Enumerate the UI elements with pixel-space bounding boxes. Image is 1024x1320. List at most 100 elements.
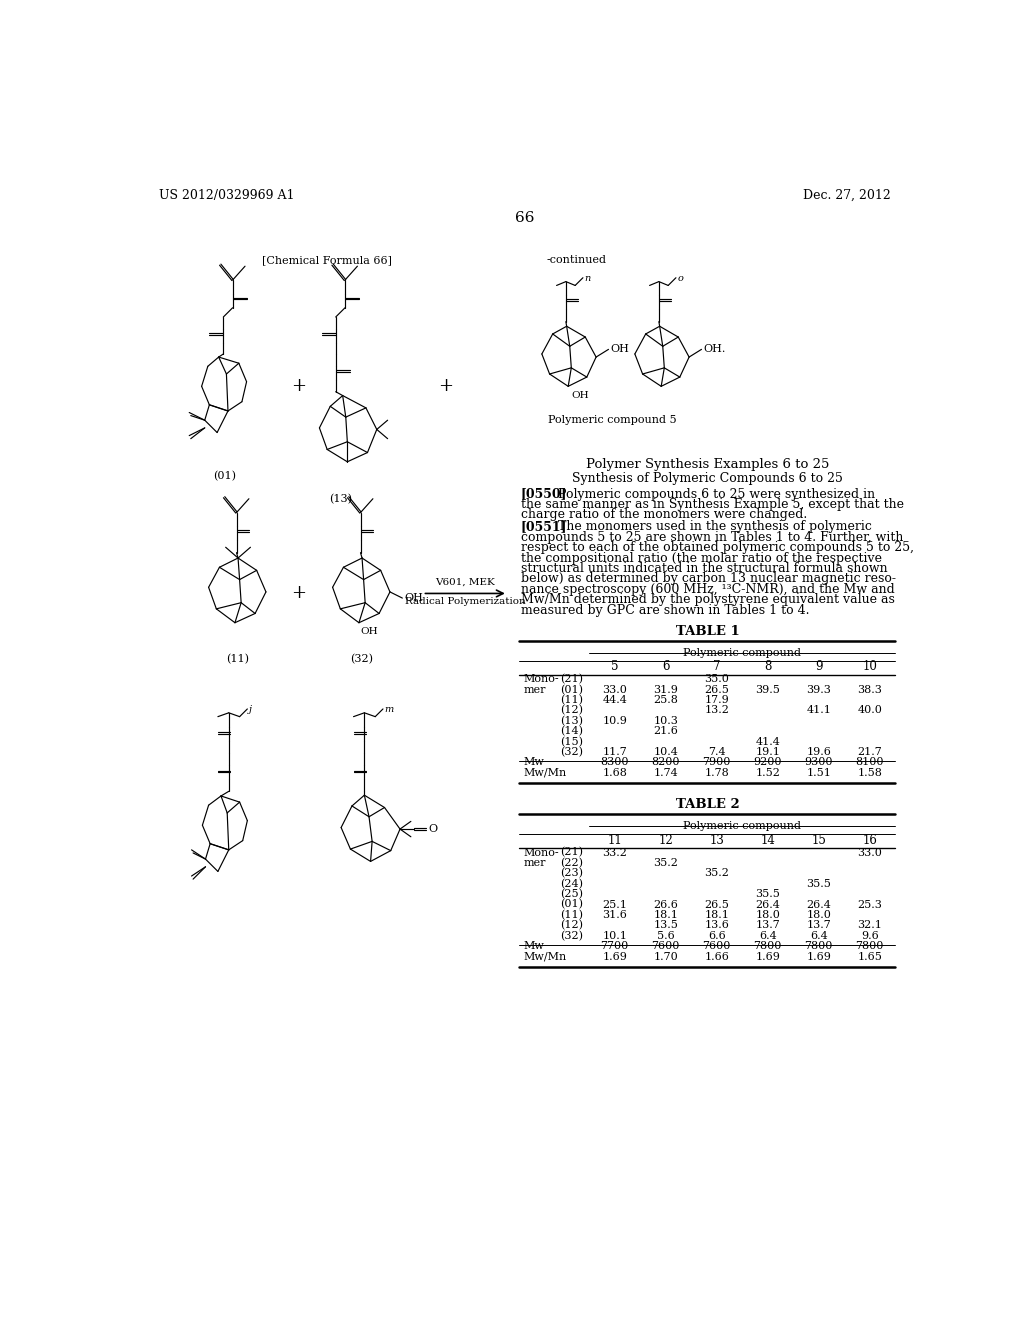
Text: nance spectroscopy (600 MHz, ¹³C-NMR), and the Mw and: nance spectroscopy (600 MHz, ¹³C-NMR), a… — [521, 582, 895, 595]
Text: 13.7: 13.7 — [806, 920, 831, 931]
Text: 35.2: 35.2 — [705, 869, 729, 878]
Text: respect to each of the obtained polymeric compounds 5 to 25,: respect to each of the obtained polymeri… — [521, 541, 914, 554]
Text: (21): (21) — [560, 675, 583, 685]
Text: The monomers used in the synthesis of polymeric: The monomers used in the synthesis of po… — [558, 520, 872, 533]
Text: 1.58: 1.58 — [857, 768, 883, 777]
Text: 26.5: 26.5 — [705, 899, 729, 909]
Text: 1.66: 1.66 — [705, 952, 729, 961]
Text: (15): (15) — [560, 737, 583, 747]
Text: j: j — [249, 705, 252, 714]
Text: V601, MEK: V601, MEK — [435, 578, 495, 587]
Text: 10.4: 10.4 — [653, 747, 678, 758]
Text: 26.4: 26.4 — [806, 899, 831, 909]
Text: (01): (01) — [213, 471, 237, 482]
Text: +: + — [291, 376, 306, 395]
Text: 10: 10 — [862, 660, 878, 673]
Text: 16: 16 — [862, 834, 878, 846]
Text: (32): (32) — [560, 747, 583, 758]
Text: 1.78: 1.78 — [705, 768, 729, 777]
Text: 19.1: 19.1 — [756, 747, 780, 758]
Text: Radical Polymerization: Radical Polymerization — [404, 597, 525, 606]
Text: 33.0: 33.0 — [602, 685, 627, 694]
Text: 18.0: 18.0 — [756, 909, 780, 920]
Text: 35.5: 35.5 — [756, 890, 780, 899]
Text: 21.7: 21.7 — [857, 747, 882, 758]
Text: (01): (01) — [560, 899, 583, 909]
Text: 9300: 9300 — [805, 758, 833, 767]
Text: m: m — [385, 705, 394, 714]
Text: +: + — [438, 376, 454, 395]
Text: Mono-: Mono- — [523, 847, 559, 858]
Text: [0550]: [0550] — [521, 487, 567, 500]
Text: structural units indicated in the structural formula shown: structural units indicated in the struct… — [521, 562, 888, 576]
Text: 1.69: 1.69 — [602, 952, 627, 961]
Text: 9.6: 9.6 — [861, 931, 879, 941]
Text: (32): (32) — [560, 931, 583, 941]
Text: 44.4: 44.4 — [602, 696, 627, 705]
Text: 10.9: 10.9 — [602, 715, 627, 726]
Text: 38.3: 38.3 — [857, 685, 883, 694]
Text: 18.1: 18.1 — [705, 909, 729, 920]
Text: the same manner as in Synthesis Example 5, except that the: the same manner as in Synthesis Example … — [521, 498, 904, 511]
Text: O: O — [429, 824, 438, 834]
Text: compounds 5 to 25 are shown in Tables 1 to 4. Further, with: compounds 5 to 25 are shown in Tables 1 … — [521, 531, 903, 544]
Text: (11): (11) — [226, 653, 250, 664]
Text: Dec. 27, 2012: Dec. 27, 2012 — [803, 189, 891, 202]
Text: 7600: 7600 — [702, 941, 731, 952]
Text: below) as determined by carbon 13 nuclear magnetic reso-: below) as determined by carbon 13 nuclea… — [521, 573, 896, 585]
Text: 8: 8 — [764, 660, 771, 673]
Text: 39.3: 39.3 — [806, 685, 831, 694]
Text: (11): (11) — [560, 909, 583, 920]
Text: 13.2: 13.2 — [705, 705, 729, 715]
Text: 7800: 7800 — [805, 941, 833, 952]
Text: 7600: 7600 — [651, 941, 680, 952]
Text: (13): (13) — [330, 495, 352, 504]
Text: Polymeric compound 5: Polymeric compound 5 — [548, 416, 677, 425]
Text: 11.7: 11.7 — [602, 747, 627, 758]
Text: +: + — [291, 585, 306, 602]
Text: -continued: -continued — [547, 255, 606, 265]
Text: (24): (24) — [560, 879, 583, 888]
Text: [0551]: [0551] — [521, 520, 567, 533]
Text: 1.74: 1.74 — [653, 768, 678, 777]
Text: Polymeric compounds 6 to 25 were synthesized in: Polymeric compounds 6 to 25 were synthes… — [558, 487, 876, 500]
Text: n: n — [585, 275, 591, 282]
Text: Polymer Synthesis Examples 6 to 25: Polymer Synthesis Examples 6 to 25 — [586, 458, 829, 471]
Text: (21): (21) — [560, 847, 583, 858]
Text: (11): (11) — [560, 694, 583, 705]
Text: measured by GPC are shown in Tables 1 to 4.: measured by GPC are shown in Tables 1 to… — [521, 603, 809, 616]
Text: US 2012/0329969 A1: US 2012/0329969 A1 — [159, 189, 295, 202]
Text: 41.4: 41.4 — [756, 737, 780, 747]
Text: 26.5: 26.5 — [705, 685, 729, 694]
Text: OH: OH — [360, 627, 378, 636]
Text: Polymeric compound: Polymeric compound — [683, 648, 801, 659]
Text: 7.4: 7.4 — [708, 747, 725, 758]
Text: 35.2: 35.2 — [653, 858, 678, 869]
Text: Mw: Mw — [523, 758, 544, 767]
Text: Mono-: Mono- — [523, 675, 559, 684]
Text: (12): (12) — [560, 920, 583, 931]
Text: 6: 6 — [662, 660, 670, 673]
Text: 9200: 9200 — [754, 758, 782, 767]
Text: 12: 12 — [658, 834, 673, 846]
Text: 7: 7 — [713, 660, 721, 673]
Text: 6.6: 6.6 — [708, 931, 726, 941]
Text: 8100: 8100 — [855, 758, 884, 767]
Text: 18.1: 18.1 — [653, 909, 678, 920]
Text: (22): (22) — [560, 858, 583, 869]
Text: 31.6: 31.6 — [602, 909, 627, 920]
Text: 7900: 7900 — [702, 758, 731, 767]
Text: 13.6: 13.6 — [705, 920, 729, 931]
Text: 1.52: 1.52 — [756, 768, 780, 777]
Text: 8200: 8200 — [651, 758, 680, 767]
Text: mer: mer — [523, 685, 546, 694]
Text: 19.6: 19.6 — [806, 747, 831, 758]
Text: 25.3: 25.3 — [857, 899, 883, 909]
Text: Polymeric compound: Polymeric compound — [683, 821, 801, 832]
Text: 1.70: 1.70 — [653, 952, 678, 961]
Text: Mw: Mw — [523, 941, 544, 952]
Text: 6.4: 6.4 — [759, 931, 776, 941]
Text: Mw/Mn determined by the polystyrene equivalent value as: Mw/Mn determined by the polystyrene equi… — [521, 593, 895, 606]
Text: 13: 13 — [710, 834, 724, 846]
Text: 40.0: 40.0 — [857, 705, 883, 715]
